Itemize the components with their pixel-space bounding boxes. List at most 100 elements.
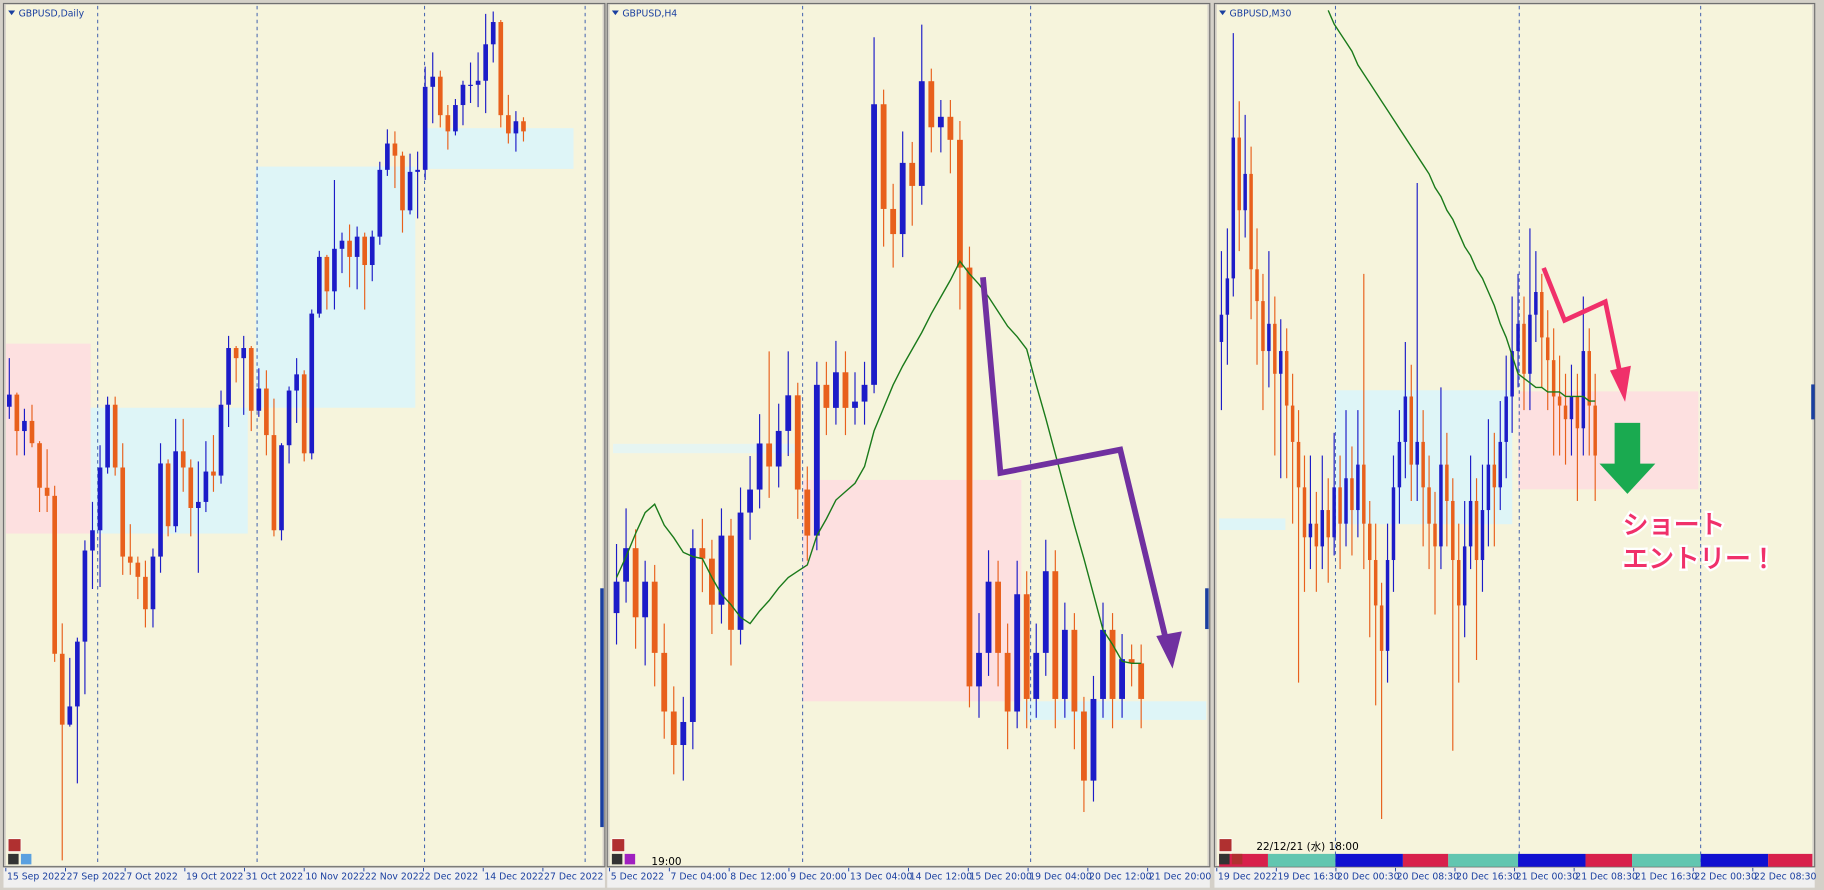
candle-body [1302,487,1307,538]
candle-body [1138,663,1145,699]
x-tick-label: 14 Dec 12:00 [910,872,973,883]
candle-body [1279,351,1283,374]
candle-body [1391,487,1396,561]
candle-body [460,84,466,106]
side-marker [600,588,604,828]
candle-body [1273,323,1277,374]
candle-body [165,463,171,527]
x-tick-label: 21 Dec 20:00 [1149,872,1212,883]
side-marker [1205,588,1209,630]
candle-body [1100,629,1106,699]
candle-body [1492,464,1497,488]
candle-body [1545,337,1550,361]
chart-title: GBPUSD,H4 [622,8,677,19]
candle-body [339,240,345,249]
candle-body [1439,464,1443,547]
zone-box [802,479,1022,702]
candle-body [271,435,277,531]
candle-body [661,652,668,712]
candle-body [521,121,526,132]
candle-body [1290,405,1295,442]
x-tick-label: 7 Oct 2022 [126,872,178,883]
session-bar [1448,853,1519,867]
plot-area [5,5,586,865]
candle-body [651,581,658,653]
candle-body [248,348,254,411]
session-bar [1335,853,1403,867]
panel-button [1219,853,1230,865]
candle-body [369,236,375,266]
candle-body [279,445,284,531]
candle-body [1356,464,1360,511]
overlay: ショート エントリー！ [980,267,1779,669]
candle-body [680,721,687,746]
title-icon [8,10,16,16]
candle-body [6,394,12,407]
x-tick-label: 22 Dec 08:30 [1754,872,1817,883]
candle-body [1320,510,1325,547]
candle-body [852,401,858,408]
candle-body [1261,301,1265,352]
candle-body [324,256,330,292]
candle-body [1014,594,1021,712]
candle-body [75,641,80,707]
annotation-line: エントリー！ [1623,544,1777,574]
session-bar [1219,853,1268,867]
session-bar [1700,853,1769,867]
candle-body [513,121,519,134]
candle-body [995,581,1001,653]
candle-body [1237,137,1241,211]
candle-body [842,372,849,408]
candle-body [928,81,935,128]
candle-body [1474,500,1479,561]
zone-box [1518,391,1699,490]
candle-body [180,451,186,468]
candle-body [309,313,315,454]
x-tick-label: 21 Dec 16:30 [1635,872,1698,883]
candle-body [143,576,148,610]
candle-body [475,80,481,85]
candle-body [150,556,156,610]
candle-body [188,467,194,508]
candle-body [127,556,133,563]
x-tick-label: 14 Dec 2022 [484,872,543,883]
candle-body [1296,441,1301,488]
candle-body [976,652,982,687]
x-tick-label: 19 Oct 2022 [186,872,243,883]
zone-box [1219,518,1286,531]
x-tick-label: 10 Nov 2022 [305,872,365,883]
candle-body [756,443,763,490]
candle-body [437,76,443,116]
candle-body [29,420,35,444]
candle-body [1219,314,1224,342]
candle-body [1090,698,1097,781]
panel-button [1231,853,1243,865]
candle-body [445,115,451,132]
cursor-time-label: 22/12/21 (水) 18:00 [1256,841,1358,853]
candle-body [1071,629,1078,712]
candle-body [1522,323,1526,374]
panel-button [7,838,22,852]
candle-body [1243,173,1247,211]
candle-body [823,384,830,408]
x-tick-label: 2 Dec 2022 [425,872,478,883]
candle-body [1368,523,1372,561]
candle-body [1451,500,1455,561]
x-tick-label: 20 Dec 08:30 [1397,872,1460,883]
candle-body [203,471,209,502]
candle-body [1468,500,1473,547]
candle-body [400,155,405,211]
candle-body [1587,351,1591,406]
candle-body [1308,523,1313,538]
candle-body [1462,546,1467,606]
candle-body [1551,360,1556,397]
x-tick-label: 22 Nov 2022 [365,872,425,883]
panel-button [8,853,19,865]
panel-bg [1216,4,1813,866]
candle-body [498,22,504,116]
panel-button [611,838,626,852]
title-icon [611,10,619,16]
